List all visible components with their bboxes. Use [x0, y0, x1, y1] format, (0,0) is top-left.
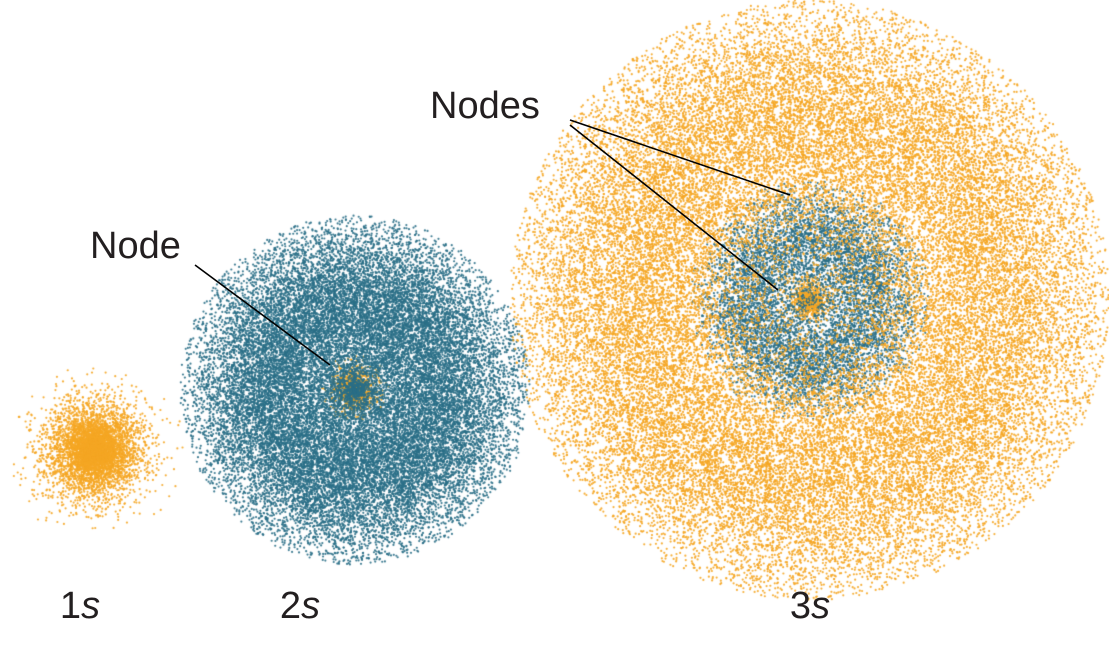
- orbital-1s: [0, 350, 195, 550]
- annotation-nodes-3s-label: Nodes: [430, 85, 540, 127]
- annotation-node-2s: Node: [90, 225, 181, 268]
- caption-2s-digit: 2: [280, 585, 301, 627]
- caption-3s-letter: s: [811, 585, 830, 627]
- annotation-nodes-3s: Nodes: [430, 85, 540, 128]
- orbital-3s: [500, 0, 1109, 610]
- caption-2s-letter: s: [301, 585, 320, 627]
- annotation-node-2s-label: Node: [90, 225, 181, 267]
- caption-1s-digit: 1: [60, 585, 81, 627]
- caption-3s: 3s: [790, 585, 830, 628]
- caption-1s-letter: s: [81, 585, 100, 627]
- caption-2s: 2s: [280, 585, 320, 628]
- caption-3s-digit: 3: [790, 585, 811, 627]
- orbital-2s: [170, 205, 540, 575]
- figure-root: Node Nodes 1s 2s 3s: [0, 0, 1109, 648]
- caption-1s: 1s: [60, 585, 100, 628]
